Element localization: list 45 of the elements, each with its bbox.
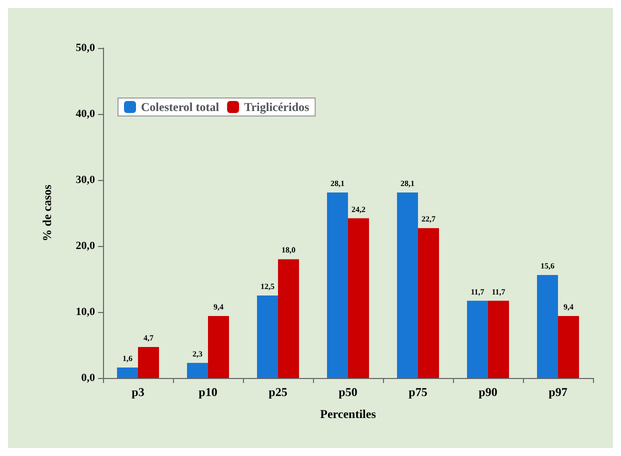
bar	[327, 192, 348, 378]
y-tick-label: 0,0	[81, 372, 96, 384]
data-label: 11,7	[470, 287, 484, 296]
y-tick-label: 40,0	[76, 108, 96, 120]
data-label: 24,2	[352, 204, 366, 214]
data-label: 11,7	[492, 287, 506, 296]
x-tick-label: p3	[132, 385, 144, 399]
x-tick-label: p50	[338, 385, 358, 399]
bar	[348, 218, 369, 378]
bar	[278, 259, 299, 378]
data-label: 4,7	[144, 333, 154, 342]
bar	[488, 300, 509, 378]
y-tick-label: 10,0	[76, 306, 96, 318]
data-label: 2,3	[192, 349, 202, 358]
bar	[467, 300, 488, 378]
y-tick-label: 30,0	[76, 174, 96, 186]
data-label: 9,4	[214, 302, 224, 312]
bar	[537, 275, 558, 378]
y-tick-label: 50,0	[76, 42, 96, 54]
bar	[418, 228, 439, 378]
x-tick-label: p75	[408, 385, 428, 399]
y-tick-label: 20,0	[76, 240, 96, 252]
bar	[187, 362, 208, 378]
x-tick-label: p97	[548, 385, 568, 399]
data-label: 12,5	[260, 282, 274, 291]
data-label: 28,1	[400, 179, 414, 188]
x-tick-label: p90	[478, 385, 498, 399]
bar	[558, 316, 579, 378]
data-label: 18,0	[282, 246, 296, 255]
x-tick-label: p25	[268, 385, 288, 399]
bar	[138, 346, 159, 378]
x-axis-title: Percentiles	[320, 407, 376, 421]
legend-label: Triglicéridos	[244, 100, 310, 114]
bar	[397, 192, 418, 378]
data-label: 9,4	[564, 302, 574, 312]
data-label: 1,6	[122, 354, 132, 363]
legend-label: Colesterol total	[141, 100, 220, 114]
data-label: 15,6	[540, 262, 554, 271]
y-axis-title: % de casos	[40, 184, 54, 242]
bar	[257, 296, 278, 378]
bar	[117, 367, 138, 378]
data-label: 22,7	[422, 214, 436, 224]
x-tick-label: p10	[198, 385, 218, 399]
bar	[208, 316, 229, 378]
data-label: 28,1	[330, 179, 344, 188]
